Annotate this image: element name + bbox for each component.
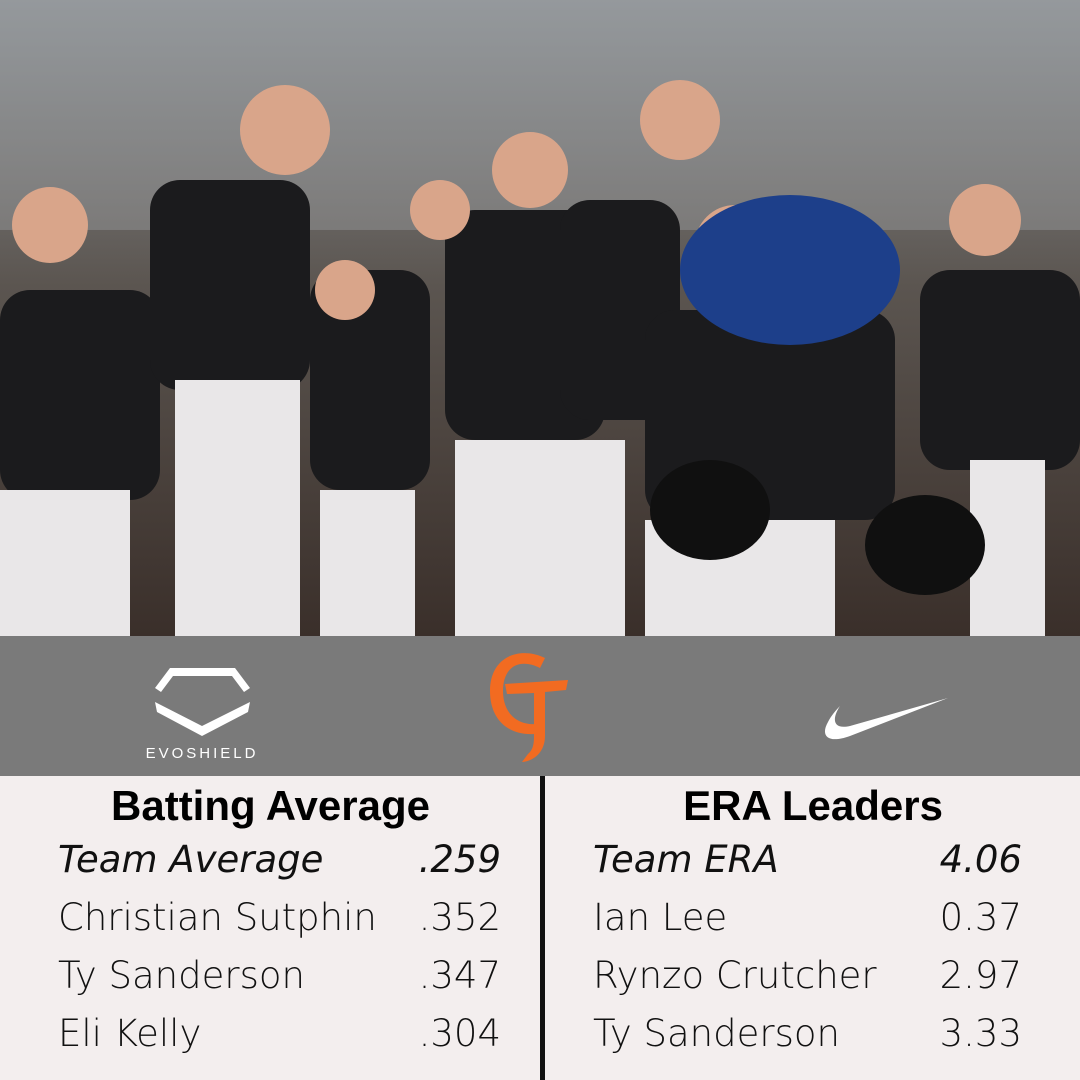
logos: EVOSHIELD — [146, 653, 948, 762]
evoshield-logo: EVOSHIELD — [146, 668, 259, 762]
stat-value: 3.33 — [939, 1012, 1022, 1055]
stat-value: .347 — [418, 954, 501, 997]
stat-value: 0.37 — [939, 896, 1022, 939]
player-name: Rynzo Crutcher — [593, 954, 877, 997]
team-photo — [0, 0, 1080, 636]
stat-value: 4.06 — [939, 838, 1022, 881]
logo-band: EVOSHIELD — [0, 636, 1080, 776]
player-name: Ty Sanderson — [593, 1012, 840, 1055]
sponsor-name: EVOSHIELD — [146, 745, 259, 762]
section-title: Batting Average — [111, 782, 430, 829]
player-name: Team Average — [58, 838, 324, 881]
nike-logo — [824, 698, 948, 740]
stat-value: 2.97 — [939, 954, 1022, 997]
player-name: Ian Lee — [593, 896, 728, 939]
player-name: Team ERA — [593, 838, 779, 881]
divider — [540, 776, 545, 1080]
player-name: Eli Kelly — [58, 1012, 202, 1055]
stat-value: .304 — [418, 1012, 501, 1055]
player-name: Ty Sanderson — [58, 954, 305, 997]
batting-panel: Batting Average Team Average .259 Christian… — [0, 776, 541, 1080]
team-logo — [490, 653, 568, 762]
stat-value: .352 — [418, 896, 501, 939]
stat-value: .259 — [418, 838, 501, 881]
section-title: ERA Leaders — [683, 782, 943, 829]
era-panel: ERA Leaders Team ERA 4.06 Ian Lee 0.37 Rynzo … — [546, 776, 1080, 1080]
player-name: Christian Sutphin — [58, 896, 377, 939]
